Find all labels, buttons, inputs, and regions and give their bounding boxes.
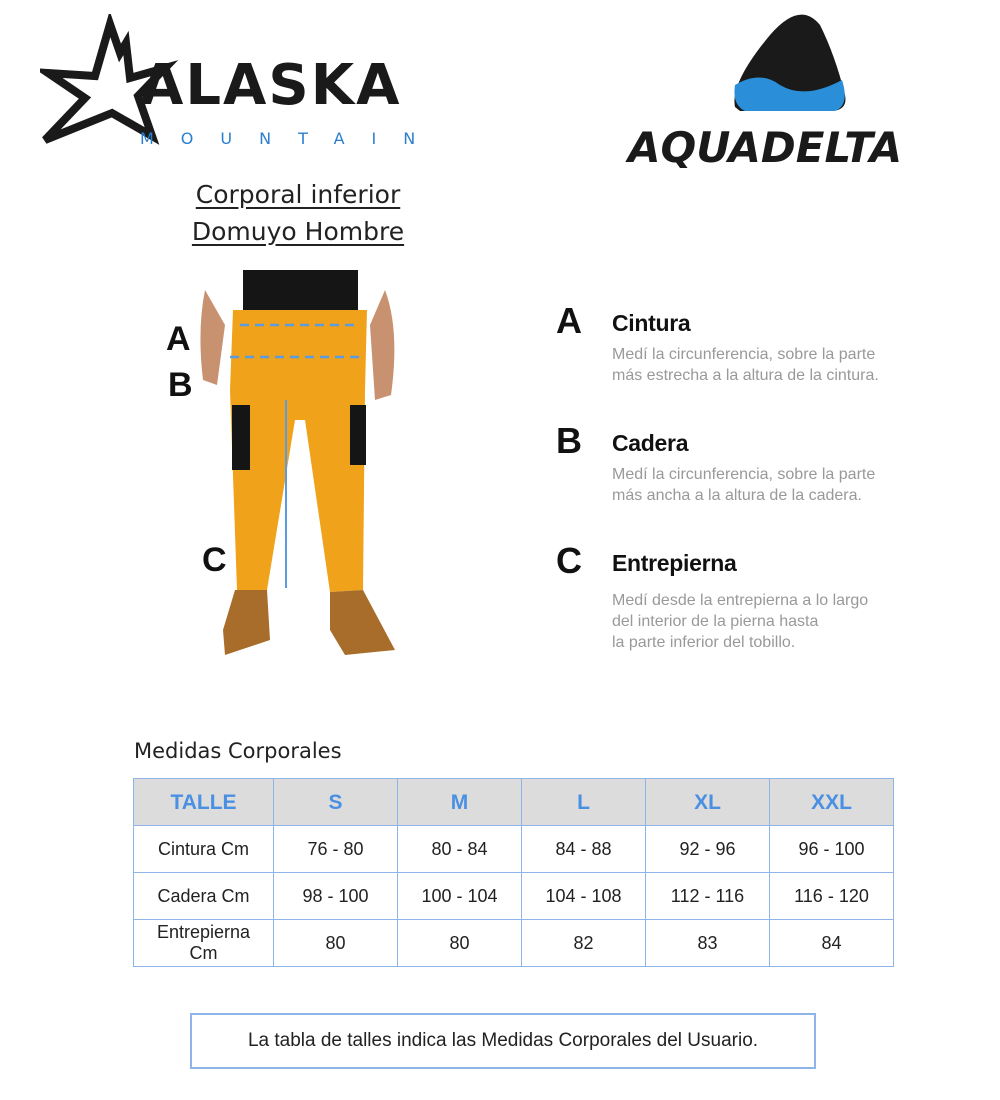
desc-line: Medí desde la entrepierna a lo largo: [612, 592, 869, 609]
cell: 80: [397, 919, 522, 967]
cell: 82: [521, 919, 646, 967]
header-cell: XXL: [769, 778, 894, 826]
row-label: Entrepierna Cm: [133, 919, 274, 967]
cell: 104 - 108: [521, 872, 646, 920]
header-cell: XL: [645, 778, 770, 826]
table-title: Medidas Corporales: [134, 739, 342, 763]
header-cell: L: [521, 778, 646, 826]
aquadelta-logo: AQUADELTA: [620, 5, 960, 175]
measure-desc: Medí la circunferencia, sobre la parte m…: [612, 464, 875, 506]
table-row: Cintura Cm 76 - 80 80 - 84 84 - 88 92 - …: [133, 825, 894, 873]
table-row: Entrepierna Cm 80 80 82 83 84: [133, 919, 894, 967]
cell: 96 - 100: [769, 825, 894, 873]
desc-line: del interior de la pierna hasta: [612, 613, 819, 630]
header-cell: M: [397, 778, 522, 826]
cell: 116 - 120: [769, 872, 894, 920]
alaska-logo-text: ALASKA: [140, 53, 401, 118]
figure-label-b: B: [168, 366, 193, 404]
measure-letter: A: [556, 300, 582, 341]
cell: 80: [273, 919, 398, 967]
measure-letter: C: [556, 540, 582, 581]
cell: 76 - 80: [273, 825, 398, 873]
cell: 100 - 104: [397, 872, 522, 920]
heading-line-2: Domuyo Hombre: [191, 217, 405, 246]
row-label: Cintura Cm: [133, 825, 274, 873]
header-cell: S: [273, 778, 398, 826]
mountain-logo-text: MOUNTAIN: [140, 129, 442, 148]
note-text: La tabla de talles indica las Medidas Co…: [247, 1030, 759, 1051]
table-row: Cadera Cm 98 - 100 100 - 104 104 - 108 1…: [133, 872, 894, 920]
cell: 84 - 88: [521, 825, 646, 873]
product-heading: Corporal inferior Domuyo Hombre: [148, 176, 448, 250]
measure-letter: B: [556, 420, 582, 461]
size-table: TALLE S M L XL XXL Cintura Cm 76 - 80 80…: [133, 778, 894, 967]
measure-desc: Medí la circunferencia, sobre la parte m…: [612, 344, 879, 386]
aquadelta-logo-text: AQUADELTA: [625, 123, 902, 172]
measure-title: Cadera: [612, 430, 689, 456]
cell: 92 - 96: [645, 825, 770, 873]
cell: 84: [769, 919, 894, 967]
desc-line: la parte inferior del tobillo.: [612, 634, 796, 651]
cell: 112 - 116: [645, 872, 770, 920]
table-header-row: TALLE S M L XL XXL: [133, 778, 894, 826]
usage-note: La tabla de talles indica las Medidas Co…: [190, 1013, 816, 1069]
figure-label-c: C: [202, 541, 227, 579]
alaska-mountain-logo: ALASKA MOUNTAIN: [33, 10, 450, 154]
measure-title: Entrepierna: [612, 550, 737, 576]
figure-label-a: A: [166, 320, 191, 358]
header-cell: TALLE: [133, 778, 274, 826]
measure-desc: Medí desde la entrepierna a lo largo del…: [612, 590, 868, 653]
desc-line: Medí la circunferencia, sobre la parte: [612, 466, 876, 483]
measure-title: Cintura: [612, 310, 691, 336]
cell: 80 - 84: [397, 825, 522, 873]
pants-figure: [195, 270, 405, 665]
cell: 98 - 100: [273, 872, 398, 920]
desc-line: Medí la circunferencia, sobre la parte: [612, 346, 876, 363]
cell: 83: [645, 919, 770, 967]
heading-line-1: Corporal inferior: [195, 180, 401, 209]
row-label: Cadera Cm: [133, 872, 274, 920]
desc-line: más ancha a la altura de la cadera.: [612, 487, 862, 504]
desc-line: más estrecha a la altura de la cintura.: [612, 367, 879, 384]
